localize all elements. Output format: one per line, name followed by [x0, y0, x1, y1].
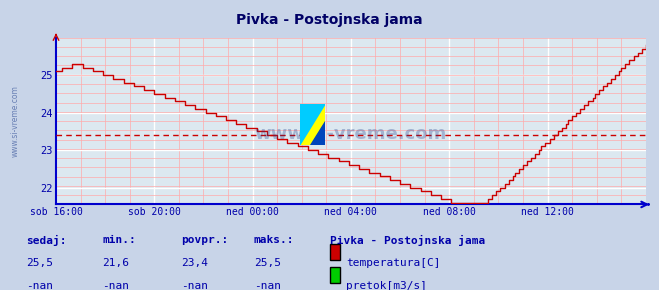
Text: www.si-vreme.com: www.si-vreme.com — [255, 125, 447, 144]
Polygon shape — [310, 121, 325, 145]
Text: maks.:: maks.: — [254, 235, 294, 245]
Text: -nan: -nan — [254, 281, 281, 290]
Text: min.:: min.: — [102, 235, 136, 245]
Text: -nan: -nan — [181, 281, 208, 290]
Text: Pivka - Postojnska jama: Pivka - Postojnska jama — [330, 235, 485, 246]
Text: 25,5: 25,5 — [26, 258, 53, 268]
Text: Pivka - Postojnska jama: Pivka - Postojnska jama — [236, 13, 423, 27]
Text: -nan: -nan — [102, 281, 129, 290]
Text: 25,5: 25,5 — [254, 258, 281, 268]
Text: pretok[m3/s]: pretok[m3/s] — [346, 281, 427, 290]
Text: temperatura[C]: temperatura[C] — [346, 258, 440, 268]
Text: -nan: -nan — [26, 281, 53, 290]
Text: 23,4: 23,4 — [181, 258, 208, 268]
Text: povpr.:: povpr.: — [181, 235, 229, 245]
Polygon shape — [300, 104, 325, 145]
Polygon shape — [300, 104, 325, 145]
Text: 21,6: 21,6 — [102, 258, 129, 268]
Text: sedaj:: sedaj: — [26, 235, 67, 246]
Text: www.si-vreme.com: www.si-vreme.com — [11, 85, 19, 157]
